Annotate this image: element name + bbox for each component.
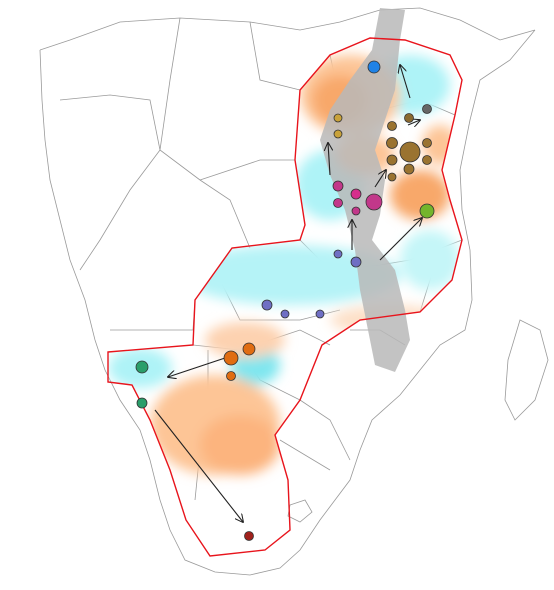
rift-band: [320, 8, 410, 372]
point: [404, 113, 414, 123]
point: [242, 342, 256, 356]
arrow: [374, 170, 386, 188]
madagascar: [504, 319, 549, 421]
point: [136, 397, 148, 409]
point: [403, 163, 415, 175]
arrows: [154, 65, 422, 522]
point: [422, 104, 432, 114]
arrow: [379, 218, 422, 261]
point: [315, 309, 325, 319]
orange-field: [390, 170, 450, 220]
point: [351, 206, 361, 216]
point: [367, 60, 381, 74]
point: [350, 188, 362, 200]
point: [226, 371, 236, 381]
point: [350, 256, 362, 268]
point: [333, 129, 343, 139]
arrow: [154, 409, 243, 522]
point: [386, 154, 398, 166]
point: [332, 180, 344, 192]
arrow: [407, 120, 420, 125]
point: [333, 113, 343, 123]
point: [419, 203, 435, 219]
point: [333, 249, 343, 259]
point: [399, 141, 421, 163]
orange-field: [200, 415, 280, 475]
point: [386, 137, 398, 149]
point: [244, 531, 254, 541]
coastline: [39, 7, 536, 576]
orange-field: [205, 322, 285, 358]
point: [387, 121, 397, 131]
point: [135, 360, 149, 374]
point: [280, 309, 290, 319]
point: [422, 138, 432, 148]
arrow: [400, 65, 411, 99]
point: [422, 155, 432, 165]
point: [387, 172, 397, 182]
point: [261, 299, 273, 311]
point: [365, 193, 383, 211]
arrow: [328, 143, 330, 176]
points: [135, 60, 435, 541]
point: [223, 350, 239, 366]
cyan-field: [400, 230, 460, 290]
point: [333, 198, 343, 208]
region-outline: [107, 37, 463, 557]
cyan-field: [180, 245, 400, 305]
arrow: [168, 357, 226, 377]
lesotho: [287, 499, 313, 523]
